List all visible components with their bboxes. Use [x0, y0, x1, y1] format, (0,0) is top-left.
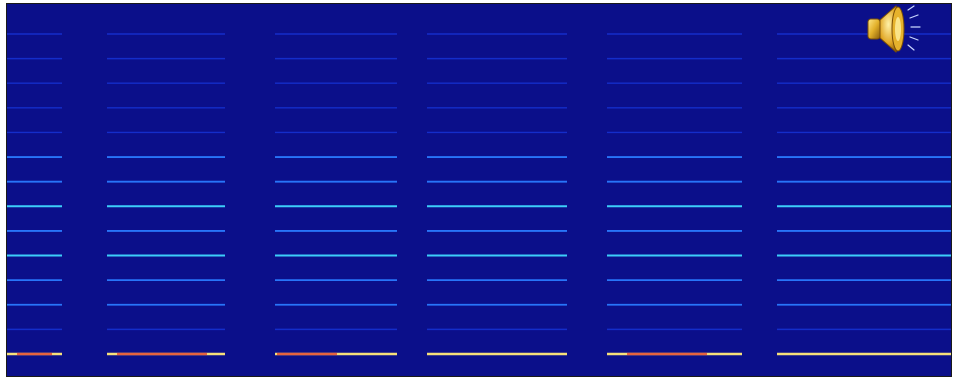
- spectrogram-plot: [7, 4, 951, 376]
- speaker-icon: [867, 5, 921, 53]
- spectrogram-frame: [6, 3, 952, 377]
- spectrogram-background: [7, 4, 951, 376]
- speaker-button[interactable]: [862, 0, 924, 58]
